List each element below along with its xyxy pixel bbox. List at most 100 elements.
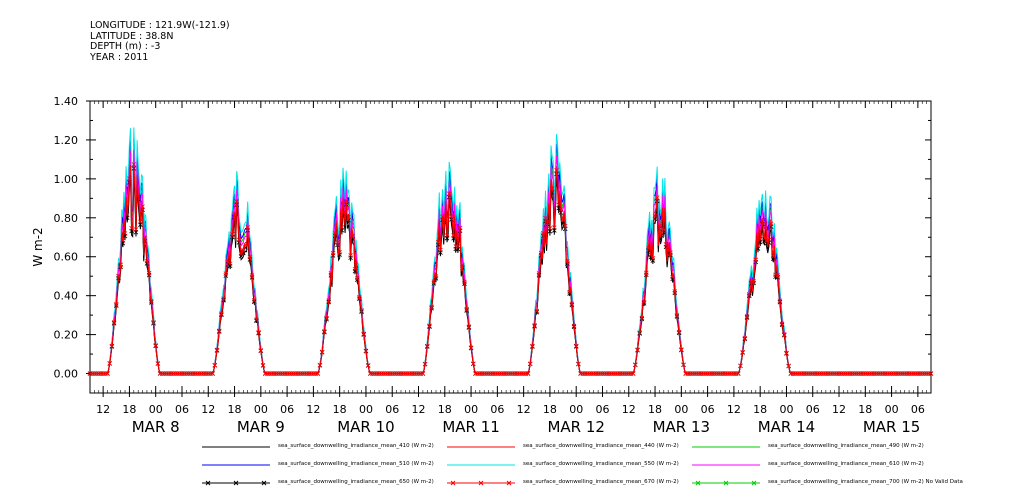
x-day-label: MAR 10 — [337, 418, 394, 436]
series-point-7 — [468, 345, 474, 350]
series-point-7 — [363, 348, 369, 354]
legend-marker — [205, 480, 211, 486]
series-point-7 — [122, 231, 128, 236]
series-point-7 — [644, 270, 649, 276]
series-point-7 — [464, 307, 469, 312]
series-point-7 — [236, 237, 242, 243]
series-point-7 — [219, 311, 224, 316]
series-point-7 — [746, 291, 752, 297]
series-point-7 — [254, 317, 259, 323]
legend-marker — [723, 480, 729, 486]
series-point-7 — [928, 371, 934, 376]
series-point-7 — [558, 207, 564, 212]
series-point-7 — [525, 371, 531, 376]
x-tick-label: 00 — [254, 403, 268, 416]
series-point-7 — [554, 167, 559, 173]
series-point-7 — [527, 361, 533, 367]
series-point-7 — [635, 347, 640, 353]
series-point-7 — [251, 298, 257, 303]
latitude-label: LATITUDE : 38.8N — [90, 30, 174, 42]
series-point-7 — [654, 195, 660, 200]
series-point-7 — [105, 371, 110, 376]
series-line-1 — [90, 160, 931, 374]
series-point-6 — [556, 205, 561, 211]
metadata-header: LONGITUDE : 121.9W(-121.9) LATITUDE : 38… — [90, 20, 230, 63]
series-point-7 — [326, 298, 332, 303]
series-point-7 — [243, 242, 248, 248]
series-point-7 — [670, 274, 675, 280]
series-point-7 — [146, 270, 152, 276]
x-tick-label: 18 — [543, 403, 557, 416]
series-point-7 — [668, 250, 673, 255]
series-point-7 — [549, 186, 555, 192]
series-point-7 — [227, 261, 233, 267]
series-point-7 — [681, 362, 686, 367]
x-tick-label: 00 — [359, 403, 373, 416]
series-point-7 — [650, 255, 656, 261]
series-line-6 — [90, 168, 931, 374]
series-point-7 — [766, 237, 772, 243]
series-point-7 — [322, 329, 327, 334]
series-point-7 — [317, 362, 323, 368]
series-point-7 — [571, 323, 577, 329]
series-point-7 — [214, 347, 220, 353]
series-point-7 — [462, 279, 467, 285]
series-line-5 — [90, 149, 931, 374]
x-tick-label: 18 — [438, 403, 452, 416]
series-point-7 — [777, 298, 783, 304]
x-tick-label: 12 — [622, 403, 636, 416]
series-line-3 — [90, 137, 931, 374]
x-tick-label: 18 — [648, 403, 662, 416]
series-point-7 — [221, 296, 226, 302]
x-day-label: MAR 8 — [132, 418, 180, 436]
series-point-7 — [120, 238, 126, 243]
series-point-7 — [663, 242, 669, 247]
series-point-7 — [155, 361, 161, 366]
series-point-7 — [532, 323, 537, 328]
series-point-7 — [330, 250, 336, 256]
x-tick-label: 18 — [858, 403, 872, 416]
series-line-4 — [90, 127, 931, 374]
series-point-7 — [438, 247, 443, 253]
series-point-7 — [552, 225, 557, 230]
legend-label: sea_surface_downwelling_irradiance_mean_… — [768, 443, 924, 449]
legend-swatch — [692, 446, 760, 448]
series-point-7 — [328, 271, 334, 276]
legend-swatch — [202, 464, 270, 466]
series-point-7 — [333, 230, 338, 236]
x-tick-label: 06 — [175, 403, 189, 416]
series-point-7 — [536, 271, 542, 276]
series-point-7 — [538, 250, 544, 256]
series-point-7 — [576, 361, 581, 367]
legend-label: sea_surface_downwelling_irradiance_mean_… — [523, 461, 679, 467]
series-point-7 — [127, 176, 132, 181]
series-point-7 — [457, 225, 463, 231]
series-point-7 — [569, 301, 575, 307]
x-tick-label: 06 — [911, 403, 925, 416]
series-point-7 — [315, 371, 321, 376]
x-tick-label: 00 — [149, 403, 163, 416]
series-point-7 — [260, 363, 266, 368]
series-point-7 — [238, 251, 244, 257]
series-line-2 — [90, 143, 931, 374]
series-point-7 — [541, 230, 546, 236]
series-point-7 — [449, 214, 454, 219]
series-point-7 — [543, 215, 548, 221]
series-point-7 — [455, 244, 461, 249]
x-tick-label: 18 — [122, 403, 136, 416]
x-day-label: MAR 14 — [758, 418, 815, 436]
series-point-7 — [424, 343, 430, 349]
series-point-7 — [135, 193, 141, 198]
series-point-7 — [232, 211, 237, 217]
series-point-7 — [431, 279, 437, 284]
series-point-7 — [151, 320, 156, 325]
series-point-7 — [751, 278, 756, 284]
y-tick-label: 0.80 — [54, 212, 79, 225]
y-tick-label: 1.20 — [54, 134, 79, 147]
y-tick-label: 0.40 — [54, 290, 79, 303]
series-point-7 — [661, 227, 667, 233]
series-point-7 — [337, 249, 342, 255]
series-point-7 — [230, 232, 235, 237]
series-point-7 — [637, 330, 642, 335]
series-point-7 — [738, 363, 743, 369]
